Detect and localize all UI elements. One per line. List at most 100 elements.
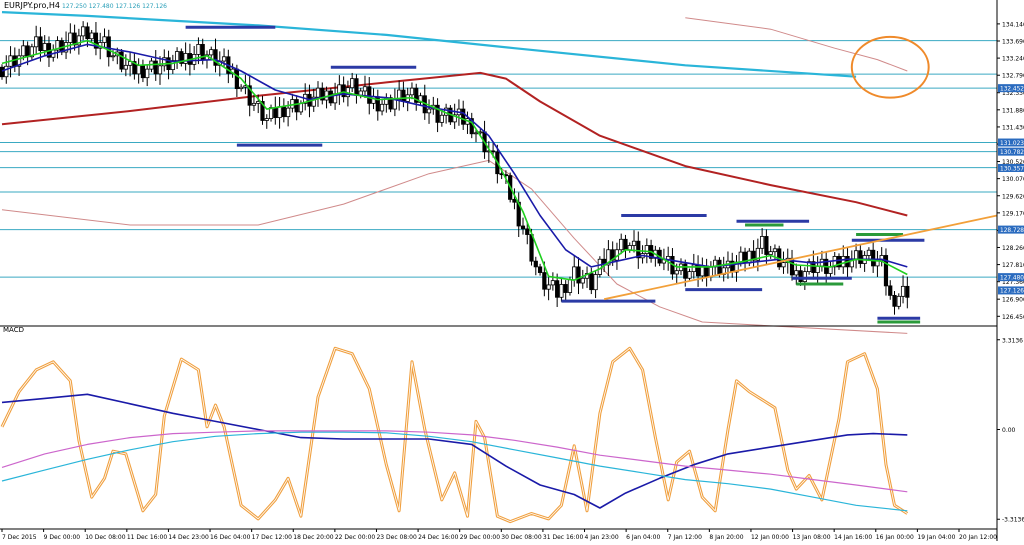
candle-body xyxy=(294,99,299,113)
candle-body xyxy=(529,234,534,262)
time-tick-label: 22 Dec 00:00 xyxy=(335,534,376,541)
candle-body xyxy=(119,51,124,70)
time-tick-label: 31 Dec 16:00 xyxy=(543,534,584,541)
price-badge-label: 132.452 xyxy=(1000,86,1024,92)
ma-long-line xyxy=(1,11,857,78)
time-tick-label: 9 Dec 00:00 xyxy=(44,534,81,541)
price-tick-label: 131.430 xyxy=(1002,124,1024,131)
candle-body xyxy=(102,36,107,43)
candle-body xyxy=(738,251,743,263)
candle-body xyxy=(755,247,760,261)
time-tick-label: 7 Jan 12:00 xyxy=(668,534,702,541)
candle-body xyxy=(251,102,257,106)
candle-body xyxy=(811,261,816,273)
price-tick-label: 129.620 xyxy=(1002,193,1024,200)
candle-body xyxy=(691,264,696,273)
candle-body xyxy=(170,60,175,71)
candle-body xyxy=(794,270,799,276)
candle-body xyxy=(798,270,803,282)
candle-body xyxy=(525,228,530,235)
candle-body xyxy=(93,32,99,49)
time-tick-label: 4 Jan 23:00 xyxy=(585,534,619,541)
candle-body xyxy=(418,95,423,103)
time-tick-label: 6 Jan 04:00 xyxy=(626,534,660,541)
candle-body xyxy=(546,284,551,290)
candle-body xyxy=(247,85,252,106)
candle-body xyxy=(636,240,641,259)
candle-body xyxy=(751,250,756,261)
candle-body xyxy=(239,86,244,90)
macd-tick-label: -3.3136 xyxy=(1002,517,1024,524)
time-tick-label: 11 Dec 16:00 xyxy=(127,534,168,541)
price-tick-label: 131.880 xyxy=(1002,107,1024,114)
macd-line-1 xyxy=(1,393,908,509)
candle-body xyxy=(183,53,188,64)
candle-body xyxy=(542,272,547,290)
candle-body xyxy=(828,266,833,274)
price-badge-label: 127.126 xyxy=(1000,289,1024,295)
candle-body xyxy=(21,45,26,57)
candle-body xyxy=(110,55,116,58)
price-badge-label: 131.023 xyxy=(1000,141,1024,147)
candle-body xyxy=(136,64,141,75)
candle-body xyxy=(106,36,111,58)
candle-body xyxy=(764,236,769,255)
candle-body xyxy=(841,256,846,268)
time-tick-label: 17 Dec 12:00 xyxy=(252,534,293,541)
time-tick-label: 12 Jan 00:00 xyxy=(751,534,789,541)
time-tick-label: 24 Dec 16:00 xyxy=(418,534,459,541)
candle-body xyxy=(559,284,564,298)
candle-body xyxy=(888,285,893,296)
candle-body xyxy=(537,266,543,273)
time-tick-label: 20 Jan 12:00 xyxy=(959,534,997,541)
window-title: EURJPY.pro,H4 xyxy=(4,1,60,10)
price-badge xyxy=(998,84,1024,93)
price-tick-label: 134.140 xyxy=(1002,21,1024,28)
candle-body xyxy=(179,51,184,64)
candle-body xyxy=(409,87,415,96)
candle-body xyxy=(354,78,359,96)
candle-body xyxy=(29,46,34,58)
price-tick-label: 130.070 xyxy=(1002,176,1024,183)
candle-body xyxy=(490,150,496,153)
candle-body xyxy=(461,108,466,125)
candle-body xyxy=(572,266,577,281)
candle-body xyxy=(89,32,94,40)
candle-body xyxy=(315,87,321,98)
candle-body xyxy=(896,295,901,307)
candle-body xyxy=(174,51,180,61)
time-tick-label: 16 Dec 04:00 xyxy=(210,534,251,541)
candle-body xyxy=(900,285,906,297)
candle-body xyxy=(563,284,568,293)
candle-body xyxy=(256,101,261,104)
candle-body xyxy=(619,238,624,251)
candle-body xyxy=(439,114,444,123)
candle-body xyxy=(273,107,278,119)
candle-body xyxy=(277,106,282,119)
candle-body xyxy=(401,89,406,102)
candle-body xyxy=(435,104,440,123)
price-badge-label: 127.480 xyxy=(1000,275,1024,281)
candle-body xyxy=(76,35,81,46)
candle-body xyxy=(42,43,47,51)
candle-body xyxy=(388,97,393,110)
price-tick-label: 128.260 xyxy=(1002,245,1024,252)
candle-body xyxy=(674,270,679,275)
time-tick-label: 18 Dec 20:00 xyxy=(293,534,334,541)
candle-body xyxy=(25,45,30,58)
candle-body xyxy=(264,118,269,121)
price-tick-label: 127.810 xyxy=(1002,262,1024,269)
trendline xyxy=(603,214,998,301)
time-tick-label: 23 Dec 08:00 xyxy=(376,534,417,541)
price-badge xyxy=(998,225,1024,234)
price-tick-label: 126.450 xyxy=(1002,314,1024,321)
candle-body xyxy=(781,262,786,268)
macd-pane xyxy=(0,346,909,524)
time-tick-label: 19 Jan 04:00 xyxy=(917,534,955,541)
ma-slow-line xyxy=(1,71,908,217)
candle-body xyxy=(0,66,5,78)
candle-body xyxy=(55,40,60,51)
